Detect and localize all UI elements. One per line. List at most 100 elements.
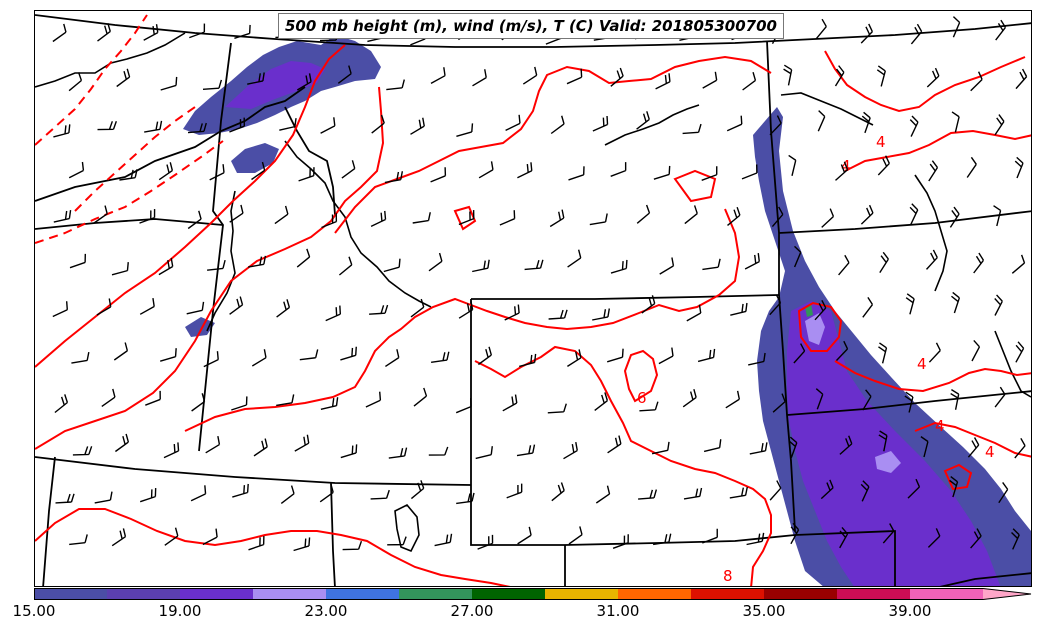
wind-barb: [296, 73, 312, 91]
wind-barb: [190, 485, 207, 502]
colorbar-segment: [618, 588, 692, 600]
wind-barb: [820, 479, 834, 500]
colorbar-segment: [326, 588, 400, 600]
wind-barb: [1011, 254, 1026, 274]
wind-barb: [385, 349, 400, 367]
wind-barb: [701, 166, 718, 181]
wind-barb: [232, 483, 249, 498]
wind-barb: [54, 394, 69, 414]
border-montana-sd: [471, 294, 780, 300]
wind-barb: [876, 65, 886, 87]
wind-barb: [119, 169, 138, 181]
wind-barb: [202, 528, 218, 546]
wind-barb: [860, 23, 874, 44]
wind-barb: [783, 64, 793, 86]
wind-barb: [113, 342, 129, 361]
contour-label: 6: [637, 389, 647, 407]
wind-barb: [365, 391, 382, 408]
contour-dashed-3: [74, 106, 196, 212]
wind-barb: [143, 24, 159, 41]
wind-barb: [949, 476, 959, 498]
wind-barb: [702, 258, 721, 271]
wind-barb: [814, 300, 827, 321]
wind-barb: [860, 204, 874, 225]
wind-barb: [477, 346, 493, 366]
wind-barb: [749, 442, 768, 455]
wind-barb: [202, 79, 223, 90]
wind-barb: [907, 478, 921, 499]
wind-barb: [636, 204, 651, 224]
wind-barb: [725, 390, 741, 409]
wind-barb: [910, 23, 923, 45]
wind-barb: [234, 24, 251, 39]
wind-barb: [53, 124, 71, 138]
wind-barb: [139, 488, 157, 503]
wind-barb: [909, 115, 919, 137]
border-id-mt: [284, 106, 336, 216]
wind-barb: [69, 253, 87, 269]
contour-label: 8: [723, 567, 733, 585]
wind-barb: [209, 164, 225, 181]
shade-east-core: [787, 301, 1001, 586]
wind-barb: [191, 393, 206, 412]
wind-barb: [568, 166, 585, 181]
temperature-contours-dashed: [35, 14, 224, 244]
wind-barb: [251, 161, 266, 181]
wind-barb: [686, 304, 702, 322]
wind-barb: [651, 441, 670, 455]
wind-barb: [340, 444, 358, 459]
contour-label: 4: [935, 417, 945, 435]
wind-barb: [158, 162, 174, 181]
contour-label: 4: [985, 443, 995, 461]
wind-barb: [928, 160, 939, 182]
colorbar-label: 27.00: [450, 602, 494, 620]
wind-barb: [748, 352, 766, 366]
wind-barb: [772, 393, 786, 413]
wind-barb: [72, 446, 93, 456]
shade-west-small: [185, 317, 215, 337]
wind-barb: [551, 482, 565, 502]
wind-barb: [139, 297, 155, 315]
wind-barb: [164, 527, 179, 546]
wind-barb: [994, 114, 1005, 136]
wind-barb: [456, 123, 474, 137]
wind-barb: [702, 528, 718, 544]
wind-barb: [478, 161, 494, 179]
wind-barb: [296, 248, 311, 268]
wind-barb: [835, 340, 849, 361]
wind-barb: [793, 245, 802, 268]
wind-barb: [815, 18, 827, 40]
wind-barb: [517, 162, 533, 179]
wind-barb: [567, 249, 582, 268]
wind-barb: [638, 489, 658, 500]
border-north-1: [35, 218, 224, 230]
wind-barb: [905, 293, 915, 315]
wind-barb: [341, 160, 356, 179]
wind-barb: [926, 67, 940, 88]
wind-barb: [475, 446, 493, 460]
river-missouri: [604, 104, 700, 146]
wind-barb: [697, 348, 716, 363]
wind-barb: [548, 309, 568, 320]
wind-barb: [386, 79, 405, 91]
wind-barb: [549, 209, 565, 228]
shade-northwest-small: [231, 143, 279, 173]
wind-barb: [607, 435, 622, 454]
wind-barb: [68, 72, 83, 92]
river-northwest: [35, 32, 186, 88]
wind-barb: [369, 304, 389, 315]
wind-barb: [97, 121, 118, 131]
contour-1: [35, 44, 346, 368]
wind-barb: [68, 161, 85, 179]
colorbar-label: 19.00: [158, 602, 202, 620]
wind-barb: [52, 23, 67, 43]
wind-barb: [114, 433, 130, 453]
wind-barb: [788, 436, 798, 458]
wind-barb: [592, 308, 611, 321]
wind-barb: [321, 213, 338, 229]
contour-14: [673, 169, 717, 203]
wind-barb: [388, 447, 408, 459]
river-east: [914, 174, 948, 292]
wind-barb: [592, 115, 609, 132]
wind-barb: [994, 294, 1003, 316]
